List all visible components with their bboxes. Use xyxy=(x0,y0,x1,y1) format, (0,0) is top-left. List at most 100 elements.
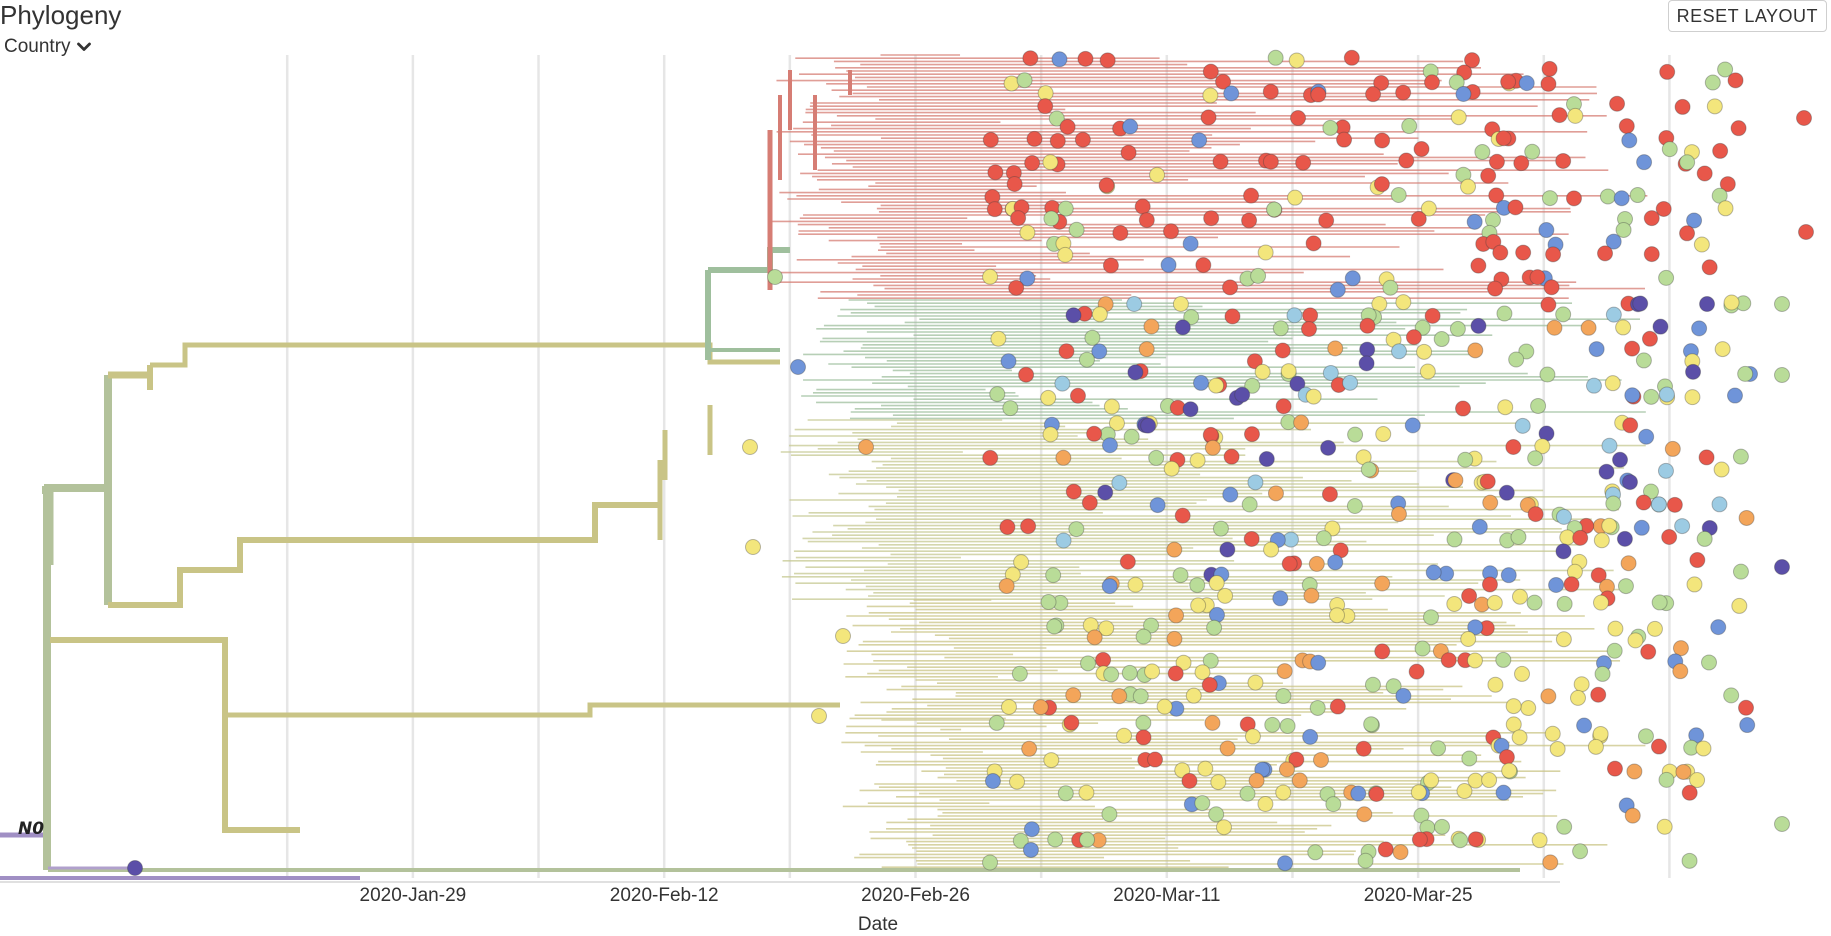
tree-tip xyxy=(1080,655,1097,672)
tree-tip xyxy=(1280,363,1297,380)
tree-tip xyxy=(1363,716,1380,733)
clade-label: N0 xyxy=(18,819,44,839)
tree-tip xyxy=(1166,630,1183,647)
tree-tip xyxy=(1430,740,1447,757)
tree-tip xyxy=(1254,363,1271,380)
tree-tip xyxy=(1079,831,1096,848)
tree-tip xyxy=(1327,554,1344,571)
tree-tip xyxy=(1488,153,1505,170)
tree-tip xyxy=(1058,343,1075,360)
tree-tip xyxy=(1302,728,1319,745)
tree-tip xyxy=(790,359,806,375)
tree-tip xyxy=(1604,375,1621,392)
tree-tip xyxy=(1420,200,1437,217)
tree-tip xyxy=(1021,740,1038,757)
tree-tip xyxy=(1450,109,1467,126)
tree-tip xyxy=(1194,664,1211,681)
tree-tip xyxy=(1640,643,1657,660)
tree-tip xyxy=(1295,154,1312,171)
tree-tip xyxy=(1601,517,1618,534)
tree-tip xyxy=(1495,130,1512,147)
tree-tip xyxy=(1684,389,1701,406)
tree-tip xyxy=(1049,132,1066,149)
tree-tip xyxy=(1241,212,1258,229)
tree-tip xyxy=(1774,816,1790,832)
tree-tip xyxy=(1244,728,1261,745)
tree-tip xyxy=(1588,341,1605,358)
tree-tip xyxy=(1215,73,1232,90)
tree-tip xyxy=(1576,717,1593,734)
tree-tip xyxy=(1127,576,1144,593)
panel-title: Phylogeny xyxy=(0,0,122,30)
tree-tip xyxy=(1022,50,1039,67)
tree-tip xyxy=(1308,555,1325,572)
tree-tip xyxy=(1518,75,1535,92)
tree-tip xyxy=(1138,341,1155,358)
tree-tip xyxy=(1514,417,1531,434)
color-by-dropdown[interactable]: Country xyxy=(4,36,91,58)
tree-tip xyxy=(1281,555,1298,572)
tree-tip xyxy=(1534,438,1551,455)
tree-tip xyxy=(1555,508,1572,525)
tree-tip xyxy=(1257,795,1274,812)
x-tick-label: 2020-Feb-26 xyxy=(861,885,970,906)
tree-tip xyxy=(1371,295,1388,312)
tree-tip xyxy=(1461,587,1478,604)
tree-tip xyxy=(1555,631,1572,648)
tree-tip xyxy=(1244,377,1261,394)
tree-branch xyxy=(108,502,660,608)
tree-tip xyxy=(1147,751,1164,768)
tree-tip xyxy=(1637,728,1654,745)
tree-tip xyxy=(1505,438,1522,455)
tree-tip xyxy=(1390,343,1407,360)
tree-tip xyxy=(982,449,999,466)
tree-tip xyxy=(1613,190,1630,207)
tree-tip xyxy=(1262,153,1279,170)
tree-tip xyxy=(1046,618,1063,635)
tree-tip xyxy=(1679,225,1696,242)
tree-tip xyxy=(1651,594,1668,611)
tree-tip xyxy=(1674,98,1691,115)
tree-tip xyxy=(1563,576,1580,593)
tree-tip xyxy=(1023,821,1040,838)
tree-tip xyxy=(1605,495,1622,512)
tree-tip xyxy=(1487,280,1504,297)
tree-tip xyxy=(1701,259,1718,276)
tree-tip xyxy=(1344,270,1361,287)
tree-tip xyxy=(1069,387,1086,404)
tree-tip xyxy=(1466,652,1483,669)
tree-tip xyxy=(1410,784,1427,801)
tree-tip xyxy=(1681,852,1698,869)
tree-tip xyxy=(1343,49,1360,66)
tree-tip xyxy=(1616,530,1633,547)
tree-tip xyxy=(1460,178,1477,195)
tree-tip xyxy=(1055,532,1072,549)
tree-tip xyxy=(1057,246,1074,263)
tree-tip xyxy=(1026,130,1043,147)
tree-tip xyxy=(1359,317,1376,334)
tree-tip xyxy=(1505,716,1522,733)
tree-tip xyxy=(1065,483,1082,500)
tree-tips[interactable] xyxy=(127,49,1814,876)
tree-tip xyxy=(1190,597,1207,614)
tree-tip xyxy=(1257,244,1274,261)
tree-tip xyxy=(1135,729,1152,746)
reset-layout-button[interactable]: RESET LAYOUT xyxy=(1667,0,1827,32)
tree-tip xyxy=(835,628,851,644)
tree-tip xyxy=(1091,343,1108,360)
tree-tip xyxy=(1174,507,1191,524)
tree-tip xyxy=(1040,389,1057,406)
tree-tip xyxy=(1336,131,1353,148)
tree-tip xyxy=(1624,387,1641,404)
tree-tip xyxy=(1212,153,1229,170)
tree-tip xyxy=(1460,631,1477,648)
tree-tip xyxy=(1551,107,1568,124)
tree-tip xyxy=(1513,155,1530,172)
tree-tip xyxy=(1063,714,1080,731)
tree-tip xyxy=(1342,374,1359,391)
tree-tip xyxy=(1511,588,1528,605)
tree-tip xyxy=(1672,640,1689,657)
tree-tip xyxy=(1266,201,1283,218)
tree-tip xyxy=(1103,666,1120,683)
